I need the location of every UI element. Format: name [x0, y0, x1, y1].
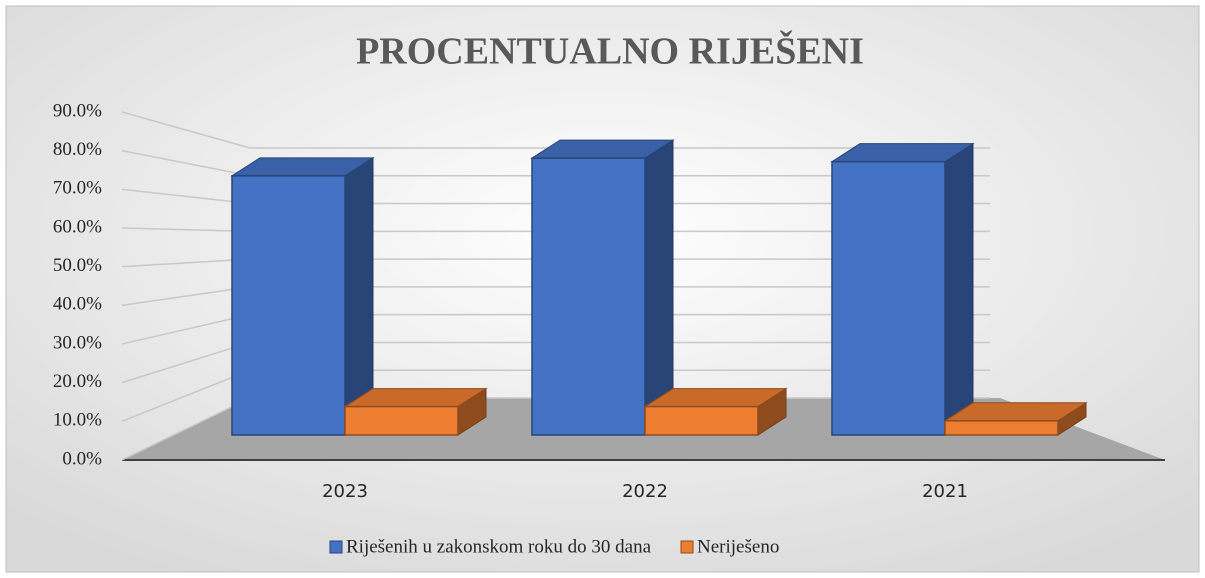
bar-front: [531, 157, 646, 436]
y-tick-label: 60.0%: [53, 216, 102, 237]
y-tick-label: 20.0%: [53, 371, 102, 392]
y-tick-label: 10.0%: [53, 410, 102, 431]
bar: [230, 156, 375, 436]
grid-line: [121, 111, 990, 149]
bar-front: [344, 405, 459, 436]
y-tick-label: 50.0%: [53, 255, 102, 276]
chart-title: PROCENTUALNO RIJEŠENI: [356, 30, 864, 73]
y-tick-label: 80.0%: [53, 139, 102, 160]
bar-front: [231, 175, 346, 436]
bar: [943, 401, 1088, 436]
legend-label: Neriješeno: [697, 536, 779, 557]
x-tick-label: 2021: [922, 481, 968, 502]
bar: [643, 387, 788, 436]
bar-side: [944, 142, 974, 436]
bar: [343, 387, 488, 436]
y-tick-label: 0.0%: [62, 448, 102, 469]
bar: [830, 142, 975, 436]
bar-front: [831, 160, 946, 436]
x-tick-label: 2023: [322, 481, 368, 502]
bar-front: [644, 405, 759, 436]
bar-front: [944, 420, 1059, 436]
y-tick-label: 40.0%: [53, 294, 102, 315]
bar: [530, 139, 675, 436]
legend-swatch: [680, 540, 694, 554]
y-tick-label: 90.0%: [53, 100, 102, 121]
legend-label: Riješenih u zakonskom roku do 30 dana: [346, 536, 652, 557]
legend-swatch: [329, 540, 343, 554]
x-tick-label: 2022: [622, 481, 668, 502]
y-tick-label: 70.0%: [53, 178, 102, 199]
y-tick-label: 30.0%: [53, 332, 102, 353]
